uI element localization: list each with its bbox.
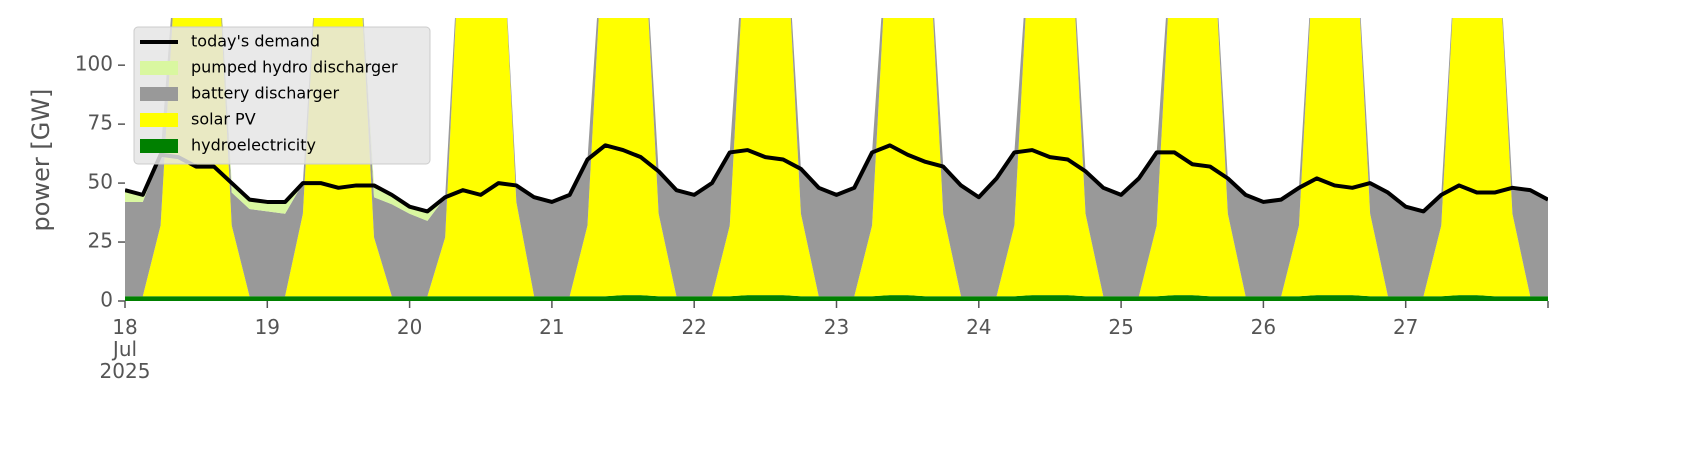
plot-area xyxy=(125,18,1548,301)
y-tick-label: 100 xyxy=(75,52,113,76)
x-tick-label: 27 xyxy=(1392,315,1419,339)
x-tick-label: 25 xyxy=(1108,315,1134,339)
legend-label: hydroelectricity xyxy=(191,136,316,155)
x-tick-label: 21 xyxy=(539,315,565,339)
x-tick-label: 23 xyxy=(823,315,850,339)
legend-label: today's demand xyxy=(191,32,320,51)
area xyxy=(125,18,1548,297)
legend-swatch xyxy=(140,113,178,127)
area xyxy=(125,18,1548,297)
x-tick-label: 19 xyxy=(254,315,281,339)
legend-label: battery discharger xyxy=(191,84,339,103)
legend-swatch xyxy=(140,61,178,75)
legend-box xyxy=(133,26,431,165)
area xyxy=(125,295,1548,301)
y-axis-label: power [GW] xyxy=(27,89,55,232)
x-tick-label: 20 xyxy=(396,315,423,339)
legend-swatch xyxy=(140,139,178,153)
legend-label: solar PV xyxy=(191,110,256,129)
x-tick-label: 26 xyxy=(1250,315,1277,339)
x-tick-label: 24 xyxy=(966,315,992,339)
x-tick-label: 22 xyxy=(681,315,707,339)
y-tick-label: 50 xyxy=(88,170,113,194)
y-tick-label: 0 xyxy=(100,288,113,312)
y-tick-label: 75 xyxy=(88,111,113,135)
legend-swatch xyxy=(140,87,178,101)
legend-label: pumped hydro discharger xyxy=(191,58,398,77)
x-tick-label: 18 Jul 2025 xyxy=(99,315,151,383)
y-tick-label: 25 xyxy=(88,229,113,253)
line xyxy=(125,143,1548,214)
